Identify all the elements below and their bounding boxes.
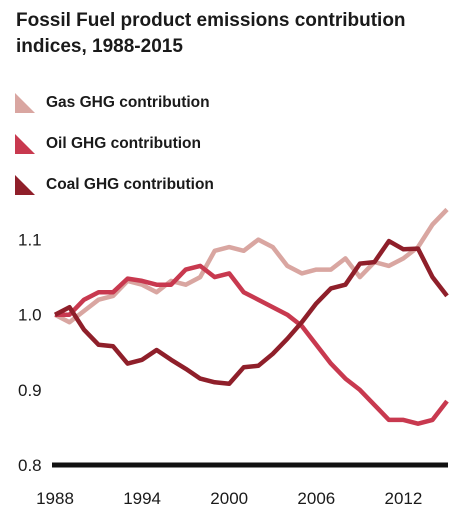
legend-triangle-coal-icon [15, 174, 35, 195]
series-line-oil [55, 263, 449, 426]
legend-triangle-gas-icon [15, 92, 35, 113]
legend-item-oil: Oil GHG contribution [14, 123, 214, 164]
y-tick-label: 1.1 [18, 231, 42, 250]
y-tick-label: 0.9 [18, 381, 42, 400]
legend-label-oil: Oil GHG contribution [46, 134, 201, 152]
y-tick-label: 1.0 [18, 306, 42, 325]
y-tick-label: 0.8 [18, 456, 42, 475]
x-tick-label: 2012 [385, 489, 423, 508]
line-chart: 1.1 1.0 0.9 0.8 1988 1994 2000 2006 2012 [18, 207, 449, 508]
legend-label-gas: Gas GHG contribution [46, 93, 210, 111]
series-line-coal [53, 238, 449, 387]
legend-label-coal: Coal GHG contribution [46, 175, 214, 193]
x-tick-label: 1994 [123, 489, 161, 508]
x-tick-label: 1988 [36, 489, 74, 508]
series-line-gas [53, 207, 449, 325]
chart-title: Fossil Fuel product emissions contributi… [16, 10, 406, 57]
legend-item-coal: Coal GHG contribution [14, 164, 214, 205]
x-tick-label: 2006 [297, 489, 335, 508]
legend-triangle-oil-icon [15, 133, 35, 154]
x-tick-label: 2000 [210, 489, 248, 508]
chart-legend: Gas GHG contribution Oil GHG contributio… [14, 82, 214, 205]
legend-item-gas: Gas GHG contribution [14, 82, 214, 123]
